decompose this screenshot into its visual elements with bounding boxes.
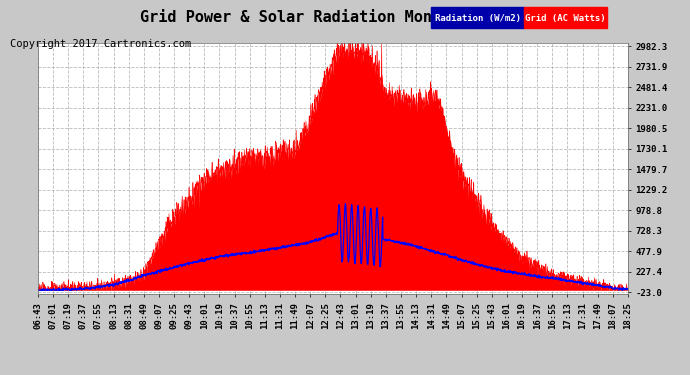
Text: Copyright 2017 Cartronics.com: Copyright 2017 Cartronics.com (10, 39, 192, 50)
Text: Grid Power & Solar Radiation Mon Sep 25 18:41: Grid Power & Solar Radiation Mon Sep 25 … (139, 9, 551, 26)
Text: Grid (AC Watts): Grid (AC Watts) (526, 13, 606, 22)
Text: Radiation (W/m2): Radiation (W/m2) (435, 13, 521, 22)
